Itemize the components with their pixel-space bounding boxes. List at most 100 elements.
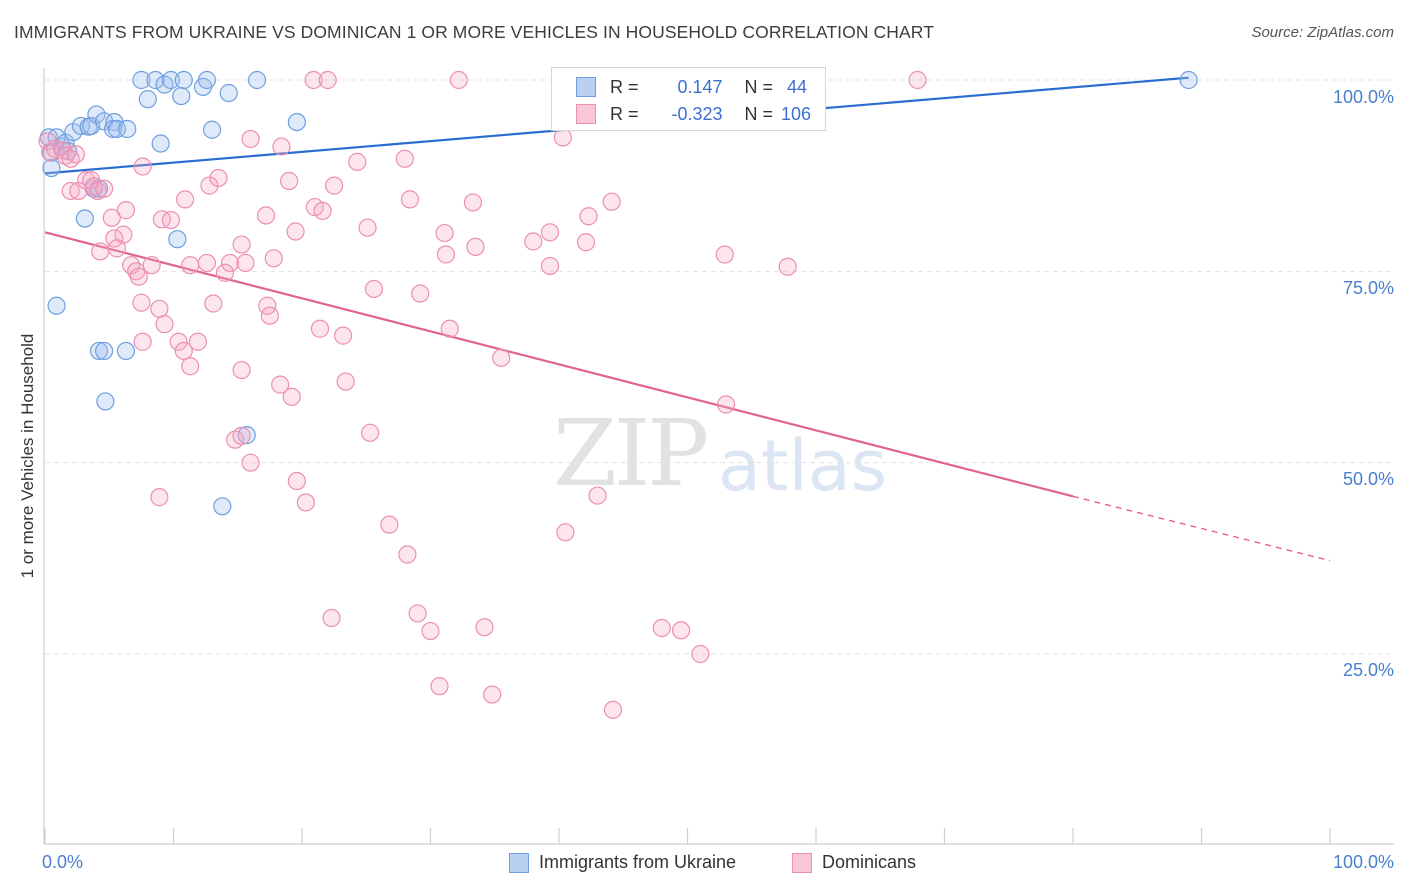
- data-point-ukraine: [146, 70, 165, 90]
- data-point-dominicans: [556, 523, 575, 542]
- data-point-ukraine: [138, 90, 157, 109]
- series-legend-ukraine: Immigrants from Ukraine: [509, 852, 736, 873]
- legend-n-label: N =: [744, 76, 774, 97]
- data-point-dominicans: [296, 493, 315, 512]
- series-swatch-pink: [792, 852, 812, 873]
- data-point-dominicans: [358, 218, 377, 237]
- data-point-ukraine: [107, 119, 127, 139]
- data-point-ukraine: [213, 497, 232, 516]
- data-point-ukraine: [151, 134, 170, 153]
- data-point-dominicans: [716, 395, 736, 414]
- data-point-ukraine: [87, 105, 106, 124]
- data-point-dominicans: [102, 208, 121, 227]
- data-point-dominicans: [61, 181, 80, 201]
- data-point-dominicans: [475, 618, 494, 637]
- y-tick-label-75: 75.0%: [1342, 278, 1394, 298]
- data-point-ukraine: [118, 119, 137, 139]
- data-point-dominicans: [398, 545, 417, 564]
- data-point-dominicans: [440, 319, 459, 338]
- legend-r-value: -0.323: [671, 103, 723, 124]
- data-point-ukraine: [174, 70, 193, 90]
- x-tick-label-100: 100.0%: [1332, 852, 1394, 872]
- data-point-ukraine: [172, 86, 191, 106]
- data-point-dominicans: [174, 341, 193, 361]
- data-point-dominicans: [466, 237, 485, 256]
- data-point-dominicans: [325, 176, 344, 195]
- data-point-dominicans: [241, 129, 260, 149]
- data-point-dominicans: [524, 232, 543, 251]
- y-axis-label: 1 or more Vehicles in Household: [18, 333, 37, 579]
- data-point-dominicans: [336, 372, 355, 391]
- y-tick-label-100: 100.0%: [1332, 87, 1394, 107]
- data-point-dominicans: [133, 157, 152, 176]
- data-point-dominicans: [232, 360, 251, 380]
- data-point-dominicans: [603, 700, 623, 719]
- data-point-dominicans: [364, 279, 384, 299]
- data-point-ukraine: [161, 70, 181, 90]
- data-point-dominicans: [66, 145, 85, 164]
- series-swatch-blue: [509, 852, 529, 873]
- data-point-ukraine: [42, 158, 61, 178]
- data-point-dominicans: [91, 242, 110, 261]
- data-point-dominicans: [286, 222, 305, 241]
- data-point-dominicans: [540, 223, 560, 242]
- data-point-dominicans: [449, 70, 468, 90]
- data-point-ukraine: [1179, 70, 1198, 90]
- data-point-dominicans: [169, 332, 188, 351]
- data-point-dominicans: [492, 348, 511, 367]
- data-point-dominicans: [46, 139, 65, 158]
- data-point-dominicans: [132, 293, 151, 312]
- data-point-ukraine: [75, 209, 94, 228]
- data-point-dominicans: [197, 253, 217, 273]
- legend-r-label: R =: [610, 103, 639, 124]
- data-point-dominicans: [116, 201, 136, 220]
- legend-r-label: R =: [610, 76, 639, 97]
- data-point-dominicans: [241, 453, 260, 472]
- data-point-dominicans: [435, 223, 454, 243]
- trend-lines: [44, 76, 1331, 562]
- data-point-dominicans: [430, 677, 449, 696]
- data-point-dominicans: [287, 471, 306, 491]
- data-point-dominicans: [304, 70, 323, 90]
- data-point-dominicans: [602, 192, 621, 211]
- data-point-dominicans: [38, 132, 57, 151]
- data-point-ukraine: [89, 341, 109, 361]
- data-point-dominicans: [232, 426, 251, 445]
- legend-n-value: 44: [787, 76, 808, 97]
- data-point-dominicans: [220, 253, 240, 273]
- data-point-dominicans: [576, 233, 596, 252]
- data-point-dominicans: [256, 206, 276, 225]
- series-legend: Immigrants from Ukraine Dominicans: [0, 852, 1406, 878]
- legend-row-dominicans: R = -0.323 N = 106: [576, 101, 811, 127]
- data-point-ukraine: [116, 341, 136, 361]
- legend-row-ukraine: R = 0.147 N = 44: [576, 74, 807, 100]
- data-point-dominicans: [232, 235, 251, 254]
- data-point-dominicans: [142, 256, 161, 275]
- data-point-dominicans: [400, 190, 420, 209]
- data-point-dominicans: [652, 618, 671, 638]
- y-tick-label-50: 50.0%: [1342, 469, 1394, 489]
- data-point-dominicans: [272, 137, 291, 156]
- data-point-ukraine: [95, 341, 114, 361]
- data-point-dominicans: [310, 319, 330, 338]
- source-credit: Source: ZipAtlas.com: [1251, 24, 1394, 41]
- data-point-dominicans: [778, 257, 797, 276]
- data-point-dominicans: [282, 387, 301, 406]
- axes: [43, 68, 1394, 845]
- data-point-dominicans: [95, 179, 114, 198]
- data-point-dominicans: [155, 315, 174, 334]
- data-point-dominicans: [175, 190, 195, 209]
- data-point-ukraine: [219, 83, 238, 103]
- data-point-dominicans: [361, 423, 380, 442]
- data-point-dominicans: [322, 608, 341, 628]
- watermark-zip: ZIP: [553, 400, 709, 507]
- data-point-dominicans: [908, 70, 927, 90]
- y-tick-label-25: 25.0%: [1342, 660, 1394, 680]
- trend-line-dominicans-extrapolated: [1072, 495, 1331, 562]
- data-point-dominicans: [540, 256, 560, 276]
- series-label-dominicans: Dominicans: [822, 852, 917, 872]
- data-point-dominicans: [334, 326, 353, 345]
- data-point-ukraine: [96, 392, 115, 411]
- data-point-ukraine: [47, 296, 66, 315]
- data-point-dominicans: [313, 201, 332, 220]
